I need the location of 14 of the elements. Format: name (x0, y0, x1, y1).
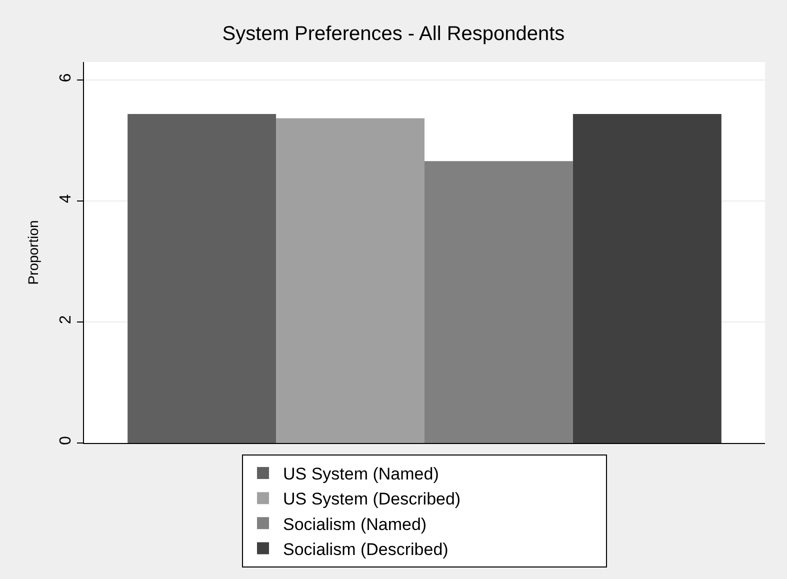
y-tick-label: 0 (58, 436, 75, 446)
legend-label: Socialism (Named) (283, 514, 427, 534)
legend-label: US System (Described) (283, 490, 461, 509)
bar (128, 114, 276, 443)
bar (424, 161, 573, 443)
y-axis-title: Proportion (25, 220, 42, 285)
bar (276, 118, 424, 443)
chart-title: System Preferences - All Respondents (222, 23, 565, 46)
legend-label: Socialism (Described) (283, 540, 448, 559)
legend-label: US System (Named) (283, 464, 439, 484)
y-tick-label: 4 (58, 194, 75, 204)
y-tick-label: 2 (58, 315, 75, 324)
y-tick-label: 6 (58, 73, 75, 82)
bar (572, 114, 722, 443)
